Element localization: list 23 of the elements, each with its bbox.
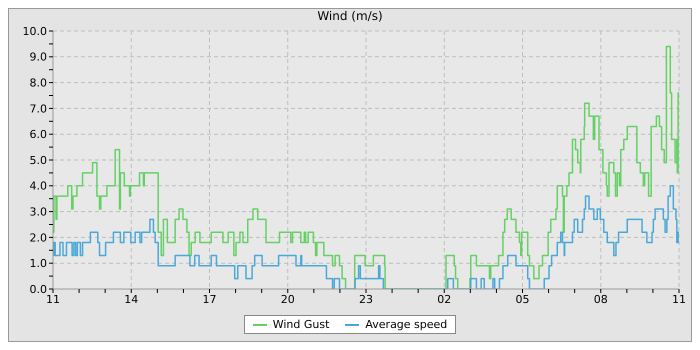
y-tick-label: 7.0 [30, 102, 47, 116]
y-tick-label: 10.0 [22, 24, 47, 38]
y-tick-label: 1.0 [30, 257, 47, 270]
y-tick-label: 0.0 [30, 282, 47, 296]
y-tick-label: 8.0 [30, 76, 47, 90]
y-tick-label: 2.0 [30, 231, 47, 244]
x-tick-label: 05 [516, 292, 530, 306]
y-tick-label: 9.0 [30, 50, 47, 64]
y-tick-label: 5.0 [30, 154, 47, 167]
y-tick-label: 6.0 [30, 128, 47, 142]
x-tick-label: 20 [280, 292, 295, 306]
x-tick-label: 23 [359, 292, 373, 306]
x-tick-label: 11 [46, 292, 60, 306]
legend-label: Wind Gust [272, 318, 330, 331]
x-tick-label: 02 [437, 292, 452, 306]
legend-label: Average speed [365, 318, 448, 331]
y-tick-label: 4.0 [30, 180, 47, 193]
x-tick-label: 08 [594, 292, 608, 306]
x-tick-label: 17 [202, 292, 216, 306]
x-tick-label: 11 [672, 292, 686, 306]
chart-title: Wind (m/s) [316, 9, 384, 23]
y-tick-label: 3.0 [30, 206, 47, 219]
x-tick-label: 14 [124, 292, 138, 306]
